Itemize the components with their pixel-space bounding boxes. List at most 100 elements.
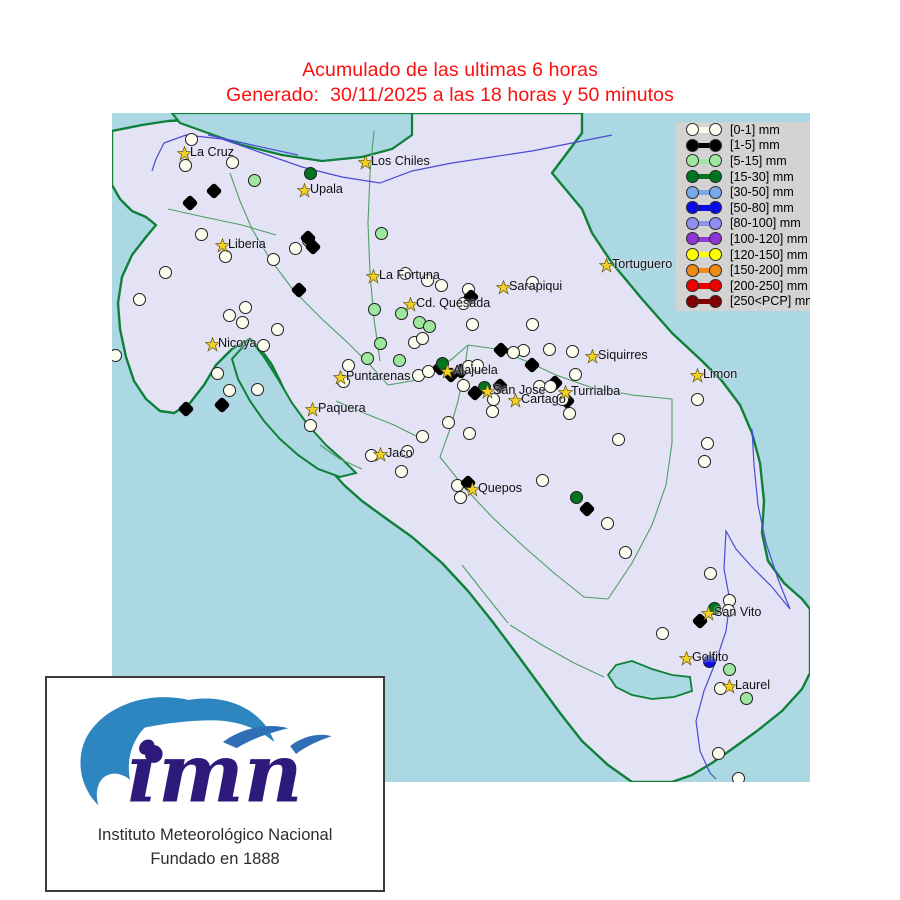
station-marker[interactable] [722, 662, 736, 676]
station-marker[interactable] [112, 348, 122, 362]
station-marker[interactable] [374, 226, 388, 240]
station-marker[interactable] [525, 317, 539, 331]
station-marker[interactable] [542, 342, 556, 356]
station-marker[interactable] [456, 378, 470, 392]
legend-row: [80-100] mm [676, 216, 810, 232]
legend-swatch-icon [686, 294, 722, 308]
city-name: Laurel [735, 678, 771, 692]
station-marker[interactable] [434, 278, 448, 292]
station-marker[interactable] [303, 418, 317, 432]
city-star-icon [297, 183, 312, 198]
city-star-icon [496, 280, 511, 295]
station-marker[interactable] [697, 454, 711, 468]
legend-row: [1-5] mm [676, 138, 810, 154]
station-marker[interactable] [132, 292, 146, 306]
golfo-dulce [606, 660, 693, 700]
station-marker[interactable] [222, 383, 236, 397]
station-marker[interactable] [703, 566, 717, 580]
station-marker[interactable] [465, 317, 479, 331]
station-marker[interactable] [739, 691, 753, 705]
station-marker[interactable] [422, 319, 436, 333]
station-marker[interactable] [731, 771, 745, 782]
station-marker[interactable] [398, 266, 412, 280]
station-marker[interactable] [568, 367, 582, 381]
station-marker[interactable] [360, 351, 374, 365]
station-marker[interactable] [565, 344, 579, 358]
legend-label: [100-120] mm [730, 231, 808, 246]
city-star-icon [690, 368, 705, 383]
station-marker[interactable] [394, 464, 408, 478]
station-marker[interactable] [222, 308, 236, 322]
station-marker[interactable] [711, 746, 725, 760]
station-marker[interactable] [184, 132, 198, 146]
station-marker[interactable] [569, 490, 583, 504]
station-marker[interactable] [535, 473, 549, 487]
station-marker[interactable] [702, 654, 716, 668]
city-star-icon [358, 155, 373, 170]
station-marker[interactable] [210, 366, 224, 380]
legend-label: [15-30] mm [730, 169, 794, 184]
precipitation-map[interactable]: La Cruz Los Chiles Upala Liberia La Fortuna S… [112, 113, 810, 782]
station-marker[interactable] [611, 432, 625, 446]
station-marker[interactable] [238, 300, 252, 314]
station-marker[interactable] [562, 406, 576, 420]
station-marker[interactable] [225, 155, 239, 169]
cloud-swoosh-icon [80, 697, 192, 806]
station-marker[interactable] [441, 415, 455, 429]
logo-founded-text: Fundado en 1888 [150, 850, 280, 868]
station-marker[interactable] [506, 345, 520, 359]
station-marker[interactable] [435, 356, 449, 370]
city-name: Nicoya [218, 336, 257, 350]
swoosh-small-icon [222, 726, 289, 749]
station-marker[interactable] [288, 241, 302, 255]
station-marker[interactable] [247, 173, 261, 187]
station-marker[interactable] [341, 358, 355, 372]
imn-logo: imn Instituto Meteorológico Nacional Fun… [45, 676, 385, 892]
station-marker[interactable] [400, 444, 414, 458]
station-marker[interactable] [266, 252, 280, 266]
legend-swatch-icon [686, 263, 722, 277]
station-marker[interactable] [525, 275, 539, 289]
station-marker[interactable] [655, 626, 669, 640]
station-marker[interactable] [367, 302, 381, 316]
legend-label: [30-50] mm [730, 185, 794, 200]
station-marker[interactable] [462, 426, 476, 440]
imn-wordmark: imn [127, 726, 302, 821]
gulf-of-nicoya [230, 337, 358, 479]
station-marker[interactable] [415, 429, 429, 443]
city-name: Cartago [521, 392, 566, 406]
station-marker[interactable] [485, 404, 499, 418]
station-marker[interactable] [194, 227, 208, 241]
station-marker[interactable] [618, 545, 632, 559]
station-marker[interactable] [392, 353, 406, 367]
station-marker[interactable] [543, 379, 557, 393]
station-marker[interactable] [470, 358, 484, 372]
legend-swatch-icon [686, 201, 722, 215]
station-marker[interactable] [235, 315, 249, 329]
station-marker[interactable] [303, 166, 317, 180]
city-name: Tortuguero [612, 257, 673, 271]
cloud-top-icon [141, 698, 275, 743]
legend-row: [200-250] mm [676, 278, 810, 294]
station-marker[interactable] [394, 306, 408, 320]
station-marker[interactable] [453, 490, 467, 504]
station-marker[interactable] [700, 436, 714, 450]
station-marker[interactable] [178, 158, 192, 172]
legend-label: [80-100] mm [730, 216, 801, 231]
station-marker[interactable] [415, 331, 429, 345]
city-name: Paquera [318, 401, 366, 415]
imn-dot-icon [144, 745, 163, 763]
station-marker[interactable] [690, 392, 704, 406]
station-marker[interactable] [158, 265, 172, 279]
city-star-icon [305, 402, 320, 417]
station-marker[interactable] [420, 273, 434, 287]
city-name: Alajuela [453, 363, 498, 377]
legend-row: [150-200] mm [676, 262, 810, 278]
city-name: Los Chiles [371, 154, 430, 168]
station-marker[interactable] [600, 516, 614, 530]
station-marker[interactable] [256, 338, 270, 352]
station-marker[interactable] [373, 336, 387, 350]
station-marker[interactable] [721, 603, 735, 617]
station-marker[interactable] [250, 382, 264, 396]
station-marker[interactable] [270, 322, 284, 336]
